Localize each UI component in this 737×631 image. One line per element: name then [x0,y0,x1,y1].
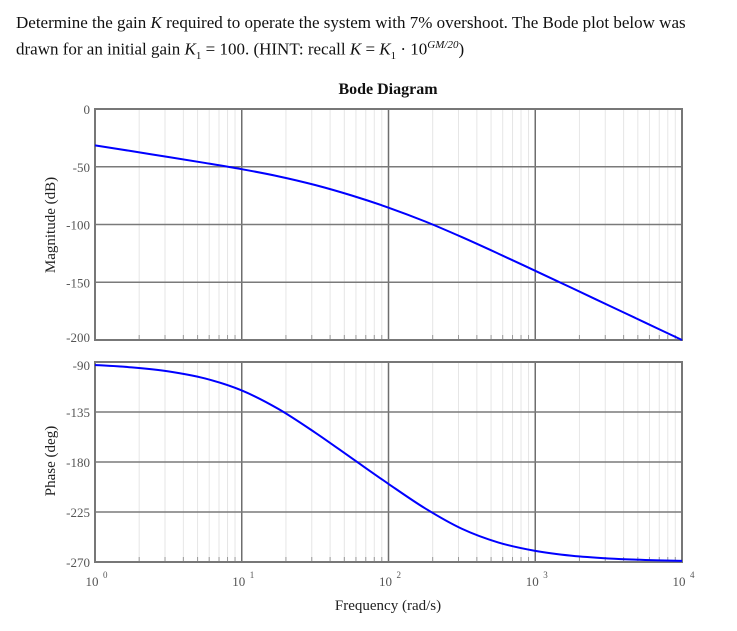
y-tick-label: -200 [66,330,90,345]
y-tick-label: -135 [66,405,90,420]
x-tick-exponent: 2 [397,570,402,580]
y-tick-label: -100 [66,218,90,233]
x-tick-exponent: 0 [103,570,108,580]
y-tick-label: -90 [73,358,90,373]
q-var: K [184,39,196,59]
magnitude-curve [94,144,683,341]
q-sub: 1 [195,50,202,63]
x-tick-label: 10 [86,574,99,589]
question-text: Determine the gain K required to operate… [16,12,731,67]
magnitude-axis-label: Magnitude (dB) [43,177,59,273]
q-text: required to operate the system with 7% o… [16,13,686,59]
x-tick-exponent: 3 [543,570,548,580]
frequency-axis-label: Frequency (rad/s) [335,598,441,614]
plot-frame [94,361,683,563]
q-text: = 100. (HINT: recall [201,39,350,59]
phase-axis-label: Phase (deg) [43,426,59,496]
y-tick-label: 0 [84,102,91,117]
q-var: K [349,39,362,59]
x-tick-label: 10 [379,574,392,589]
q-text: ) [458,39,465,59]
x-tick-label: 10 [526,574,539,589]
y-tick-label: -150 [66,275,90,290]
q-exp: GM/20 [427,39,459,51]
y-tick-label: -270 [66,555,90,570]
x-tick-exponent: 4 [690,570,695,580]
q-text: = [361,39,380,59]
chart-title: Bode Diagram [338,81,438,98]
x-tick-exponent: 1 [250,570,255,580]
q-text: · 10 [396,39,428,59]
q-sub: 1 [390,50,397,63]
y-tick-label: -225 [66,505,90,520]
plot-frame [94,108,683,341]
x-tick-label: 10 [232,574,245,589]
y-tick-label: -180 [66,455,90,470]
q-var: K [379,39,391,59]
phase-curve [94,364,683,562]
q-var: K [150,13,162,32]
q-text: Determine the gain [16,13,151,32]
x-tick-label: 10 [673,574,686,589]
y-tick-label: -50 [73,160,90,175]
